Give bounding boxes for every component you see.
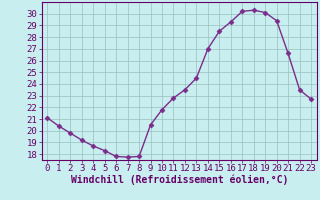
X-axis label: Windchill (Refroidissement éolien,°C): Windchill (Refroidissement éolien,°C) — [70, 175, 288, 185]
